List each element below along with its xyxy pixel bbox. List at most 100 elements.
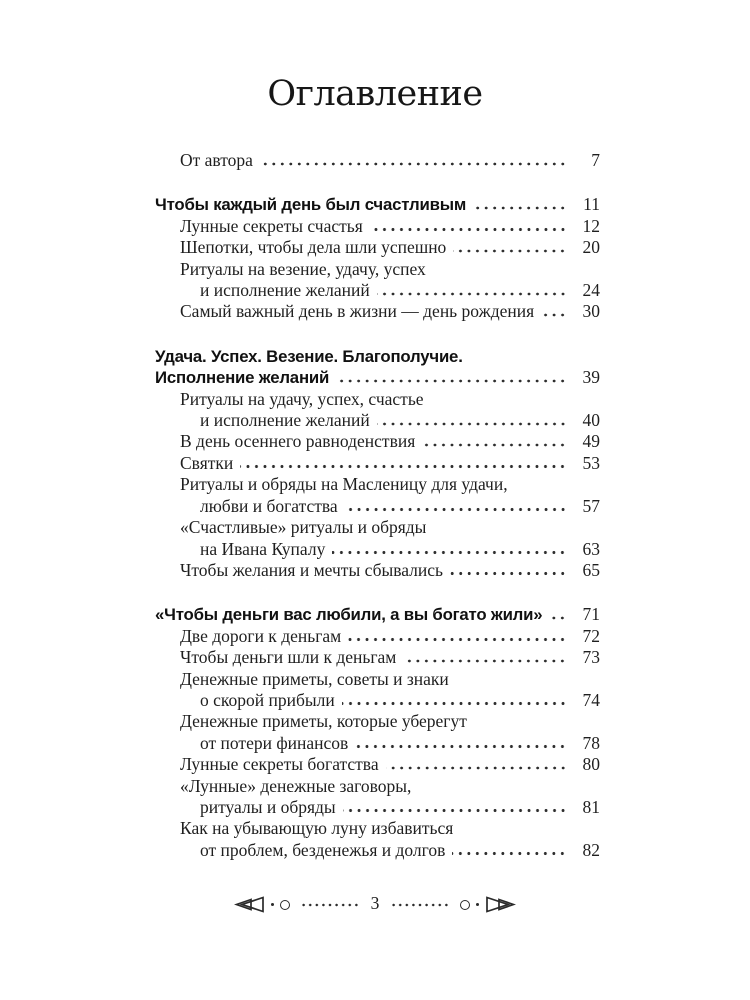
toc-page-number: 71 bbox=[582, 604, 601, 625]
dot-leader-icon bbox=[376, 291, 567, 297]
toc-page-number: 7 bbox=[591, 150, 600, 170]
folio-page-number: 3 bbox=[370, 893, 380, 913]
dot-leader-icon bbox=[376, 421, 567, 427]
toc-page-number: 65 bbox=[582, 559, 601, 580]
page-title: Оглавление bbox=[267, 74, 483, 114]
toc-entry-text: любви и богатства bbox=[200, 495, 338, 516]
toc-item-entry: От автора 7 bbox=[155, 150, 600, 171]
toc-page-number: 11 bbox=[583, 194, 600, 215]
double-triangle-left-icon bbox=[233, 896, 264, 913]
dot-leader-icon bbox=[369, 227, 567, 232]
toc-entry-text: Денежные приметы, советы и знаки bbox=[180, 668, 449, 689]
dot-leader-icon bbox=[355, 744, 567, 749]
toc-entry-text: от потери финансов bbox=[200, 732, 349, 753]
toc-page-number: 20 bbox=[582, 237, 601, 258]
toc-page-number: 12 bbox=[582, 215, 601, 236]
toc-entry-text: Денежные приметы, которые уберегут bbox=[180, 711, 467, 732]
toc-entry-text: «Лунные» денежные заговоры, bbox=[180, 775, 412, 796]
dot-leader-icon bbox=[259, 161, 567, 166]
toc-page-number: 74 bbox=[582, 689, 601, 710]
toc-page-number: 39 bbox=[582, 367, 601, 388]
toc-page-number: 49 bbox=[582, 431, 601, 452]
toc-section-entry: Удача. Успех. Везение. Благополучие. Исп… bbox=[155, 346, 600, 389]
dot-leader-icon bbox=[332, 550, 567, 555]
toc-entry-text: Ритуалы на удачу, успех, счастье bbox=[180, 388, 424, 409]
toc-page-number: 72 bbox=[582, 625, 601, 646]
toc-entry-text: Чтобы каждый день был счастливым bbox=[155, 195, 467, 215]
toc-item-entry: «Счастливые» ритуалы и обряды на Ивана К… bbox=[155, 517, 600, 560]
toc-page-number: 53 bbox=[582, 452, 601, 473]
dot-leader-icon bbox=[541, 312, 567, 318]
toc-entry-text: и исполнение желаний bbox=[200, 410, 370, 431]
toc-entry-text: «Счастливые» ритуалы и обряды bbox=[180, 517, 427, 538]
toc-entry-text: Святки bbox=[180, 452, 234, 473]
circle-icon bbox=[460, 899, 471, 910]
dot-icon bbox=[476, 903, 480, 906]
toc-entry-text: Исполнение желаний bbox=[155, 368, 330, 388]
toc-item-entry: Как на убывающую луну избавиться от проб… bbox=[155, 818, 600, 861]
dot-leader-icon bbox=[452, 851, 567, 856]
toc-page-number: 40 bbox=[582, 410, 601, 431]
toc-item-entry: Ритуалы и обряды на Масленицу для удачи,… bbox=[155, 474, 600, 517]
toc-entry-text: ритуалы и обряды bbox=[200, 796, 336, 817]
footer-ornament: 3 bbox=[0, 893, 750, 915]
toc-item-entry: Лунные секреты богатства 80 bbox=[155, 754, 600, 775]
toc-entry-text: Чтобы деньги шли к деньгам bbox=[180, 647, 397, 668]
toc-list: От автора 7 Чтобы каждый день был счастл… bbox=[155, 150, 600, 861]
toc-item-entry: Лунные секреты счастья 12 bbox=[155, 216, 600, 237]
dot-leader-icon bbox=[342, 808, 567, 813]
dot-leader-icon bbox=[341, 701, 567, 706]
toc-section-entry: «Чтобы деньги вас любили, а вы богато жи… bbox=[155, 604, 600, 625]
dot-leader-icon bbox=[549, 615, 567, 621]
toc-item-entry: Чтобы деньги шли к деньгам 73 bbox=[155, 647, 600, 668]
double-triangle-right-icon bbox=[486, 896, 517, 913]
dot-leader-icon bbox=[240, 464, 567, 469]
toc-item-entry: Денежные приметы, которые уберегут от по… bbox=[155, 711, 600, 754]
toc-entry-text: Шепотки, чтобы дела шли успешно bbox=[180, 237, 447, 258]
toc-entry-text: Лунные секреты богатства bbox=[180, 754, 379, 775]
dot-leader-icon bbox=[450, 571, 567, 576]
toc-item-entry: Самый важный день в жизни — день рождени… bbox=[155, 301, 600, 322]
toc-item-entry: Ритуалы на везение, удачу, успех и испол… bbox=[155, 259, 600, 302]
toc-entry-text: Как на убывающую луну избавиться bbox=[180, 818, 454, 839]
toc-entry-text: «Чтобы деньги вас любили, а вы богато жи… bbox=[155, 605, 543, 625]
toc-page-number: 82 bbox=[582, 839, 601, 860]
dot-icon bbox=[270, 903, 274, 906]
toc-item-entry: Ритуалы на удачу, успех, счастье и испол… bbox=[155, 389, 600, 432]
toc-entry-text: на Ивана Купалу bbox=[200, 538, 326, 559]
dot-leader-icon bbox=[473, 205, 567, 211]
toc-entry-text: В день осеннего равноденствия bbox=[180, 431, 416, 452]
toc-entry-text: о скорой прибыли bbox=[200, 689, 335, 710]
dotted-rule bbox=[298, 902, 361, 907]
toc-page-number: 80 bbox=[582, 754, 601, 775]
dot-leader-icon bbox=[348, 637, 567, 642]
toc-item-entry: Денежные приметы, советы и знаки о скоро… bbox=[155, 669, 600, 712]
toc-entry-text: Лунные секреты счастья bbox=[180, 215, 363, 236]
toc-item-entry: Две дороги к деньгам 72 bbox=[155, 626, 600, 647]
dot-leader-icon bbox=[344, 507, 567, 512]
toc-page-number: 63 bbox=[582, 538, 601, 559]
circle-icon bbox=[279, 899, 290, 910]
dot-leader-icon bbox=[403, 658, 567, 664]
toc-item-entry: В день осеннего равноденствия 49 bbox=[155, 431, 600, 452]
toc-entry-text: Две дороги к деньгам bbox=[180, 625, 342, 646]
dotted-rule bbox=[389, 902, 452, 907]
toc-page-number: 73 bbox=[582, 647, 601, 668]
toc-item-entry: Святки 53 bbox=[155, 453, 600, 474]
toc-entry-text: Ритуалы и обряды на Масленицу для удачи, bbox=[180, 474, 508, 495]
dot-leader-icon bbox=[385, 765, 567, 771]
toc-page-number: 81 bbox=[582, 796, 601, 817]
toc-item-entry: Шепотки, чтобы дела шли успешно 20 bbox=[155, 237, 600, 258]
dot-leader-icon bbox=[453, 248, 567, 254]
toc-page-number: 78 bbox=[582, 732, 601, 753]
toc-entry-text: Чтобы желания и мечты сбывались bbox=[180, 559, 444, 580]
toc-entry-text: и исполнение желаний bbox=[200, 280, 370, 301]
toc-entry-text: От автора bbox=[180, 150, 253, 170]
toc-item-entry: «Лунные» денежные заговоры, ритуалы и об… bbox=[155, 776, 600, 819]
toc-section-entry: Чтобы каждый день был счастливым 11 bbox=[155, 194, 600, 215]
toc-item-entry: Чтобы желания и мечты сбывались 65 bbox=[155, 560, 600, 581]
toc-entry-text: от проблем, безденежья и долгов bbox=[200, 839, 446, 860]
toc-page-number: 24 bbox=[582, 280, 601, 301]
toc-page-number: 30 bbox=[582, 301, 601, 322]
